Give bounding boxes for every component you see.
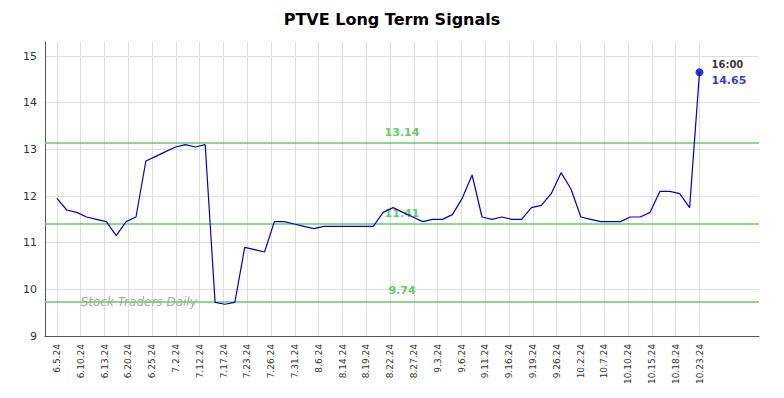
svg-text:9.74: 9.74 xyxy=(388,284,415,297)
svg-text:12: 12 xyxy=(23,190,37,203)
svg-text:11: 11 xyxy=(23,236,37,249)
svg-text:7.17.24: 7.17.24 xyxy=(219,344,229,379)
svg-text:7.31.24: 7.31.24 xyxy=(290,344,300,379)
svg-text:7.2.24: 7.2.24 xyxy=(171,344,181,373)
svg-text:8.22.24: 8.22.24 xyxy=(385,344,395,379)
svg-text:PTVE Long Term Signals: PTVE Long Term Signals xyxy=(284,10,501,29)
svg-text:10.18.24: 10.18.24 xyxy=(671,344,681,384)
svg-text:10.15.24: 10.15.24 xyxy=(647,344,657,384)
svg-text:6.20.24: 6.20.24 xyxy=(123,344,133,379)
svg-text:Stock Traders Daily: Stock Traders Daily xyxy=(80,295,197,310)
svg-text:6.10.24: 6.10.24 xyxy=(76,344,86,379)
svg-text:9.19.24: 9.19.24 xyxy=(528,344,538,379)
svg-text:7.23.24: 7.23.24 xyxy=(242,344,252,379)
svg-text:9.26.24: 9.26.24 xyxy=(552,344,562,379)
svg-text:8.14.24: 8.14.24 xyxy=(338,344,348,379)
svg-text:9.3.24: 9.3.24 xyxy=(433,344,443,373)
svg-text:15: 15 xyxy=(23,50,37,63)
svg-text:14: 14 xyxy=(23,96,37,109)
svg-text:9.16.24: 9.16.24 xyxy=(504,344,514,379)
svg-text:8.27.24: 8.27.24 xyxy=(409,344,419,379)
svg-text:14.65: 14.65 xyxy=(712,74,747,87)
svg-text:13.14: 13.14 xyxy=(385,126,420,139)
svg-text:6.13.24: 6.13.24 xyxy=(100,344,110,379)
svg-text:10.23.24: 10.23.24 xyxy=(695,344,705,384)
svg-text:9.6.24: 9.6.24 xyxy=(457,344,467,373)
svg-text:7.12.24: 7.12.24 xyxy=(195,344,205,379)
svg-text:10.2.24: 10.2.24 xyxy=(576,344,586,379)
svg-text:8.19.24: 8.19.24 xyxy=(361,344,371,379)
svg-text:7.26.24: 7.26.24 xyxy=(266,344,276,379)
svg-text:9: 9 xyxy=(30,330,37,343)
svg-text:10.10.24: 10.10.24 xyxy=(623,344,633,384)
svg-text:10.7.24: 10.7.24 xyxy=(599,344,609,379)
svg-text:9.11.24: 9.11.24 xyxy=(480,344,490,379)
svg-text:6.25.24: 6.25.24 xyxy=(147,344,157,379)
svg-text:16:00: 16:00 xyxy=(712,59,744,70)
svg-text:10: 10 xyxy=(23,283,37,296)
svg-text:6.5.24: 6.5.24 xyxy=(52,344,62,373)
svg-text:13: 13 xyxy=(23,143,37,156)
svg-text:11.41: 11.41 xyxy=(384,206,420,220)
svg-text:8.6.24: 8.6.24 xyxy=(314,344,324,373)
